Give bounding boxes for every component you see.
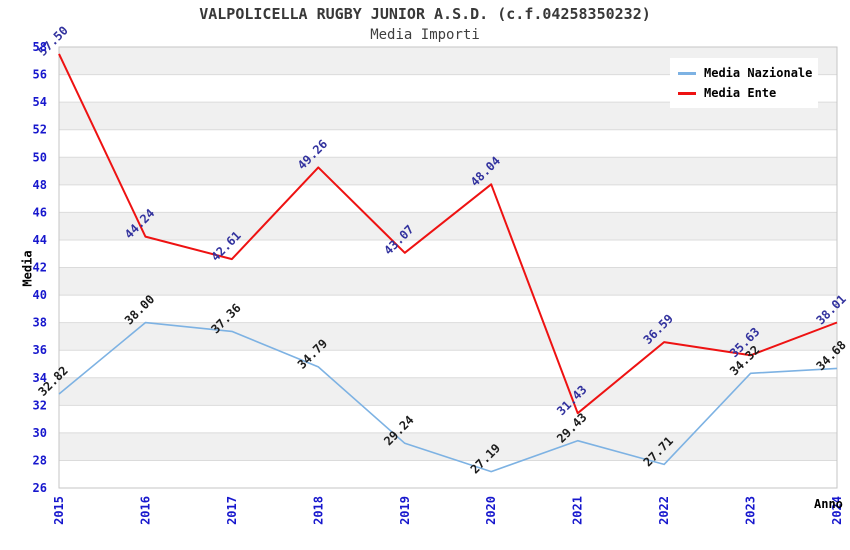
page-title: VALPOLICELLA RUGBY JUNIOR A.S.D. (c.f.04… (199, 5, 651, 23)
y-tick-label: 40 (33, 288, 47, 302)
chart-subtitle: Media Importi (370, 27, 480, 43)
y-tick-label: 58 (33, 40, 47, 54)
y-tick-label: 30 (33, 426, 47, 440)
y-tick-label: 54 (33, 95, 47, 109)
x-axis-title: Anno (814, 497, 843, 511)
series-line-media-ente (58, 53, 838, 415)
legend-item-media-ente: Media Ente (678, 83, 818, 103)
legend-label-ente: Media Ente (704, 86, 777, 100)
y-tick-label: 46 (33, 205, 47, 219)
y-tick-label: 56 (33, 68, 47, 82)
x-tick-label: 2019 (398, 496, 412, 525)
grid-band (59, 377, 837, 406)
legend-item-media-nazionale: Media Nazionale (678, 63, 818, 83)
x-tick-label: 2015 (52, 496, 66, 525)
y-tick-label: 38 (33, 316, 47, 330)
x-tick-label: 2020 (484, 496, 498, 525)
y-tick-label: 32 (33, 398, 47, 412)
grid-band (59, 267, 837, 296)
legend: Media Nazionale Media Ente (670, 58, 818, 108)
x-tick-label: 2017 (225, 496, 239, 525)
y-tick-label: 52 (33, 123, 47, 137)
legend-label-nazionale: Media Nazionale (704, 66, 813, 80)
series-line-media-nazionale (58, 321, 838, 473)
value-label: 38.01 (813, 292, 848, 327)
y-tick-label: 36 (33, 343, 47, 357)
grid-band (59, 432, 837, 461)
x-tick-label: 2023 (744, 496, 758, 525)
grid-band (59, 212, 837, 240)
y-tick-label: 34 (33, 371, 47, 385)
grid-band (59, 157, 837, 185)
x-tick-label: 2016 (138, 496, 152, 525)
y-tick-label: 44 (33, 233, 47, 247)
y-tick-label: 42 (33, 261, 47, 275)
y-tick-label: 26 (33, 481, 47, 495)
grid-band (59, 322, 837, 351)
nazionale-line-swatch-icon (678, 71, 696, 75)
y-tick-label: 48 (33, 178, 47, 192)
y-tick-label: 28 (33, 453, 47, 467)
x-tick-label: 2018 (311, 496, 325, 525)
ente-line-swatch-icon (678, 91, 696, 95)
x-tick-label: 2022 (657, 496, 671, 525)
x-tick-label: 2021 (571, 496, 585, 525)
y-tick-label: 50 (33, 150, 47, 164)
plot-border (58, 46, 838, 489)
x-tick-label: 2024 (830, 496, 844, 525)
